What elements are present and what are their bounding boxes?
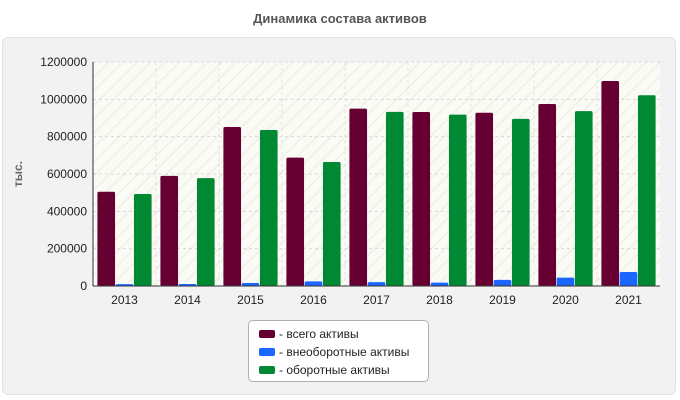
- y-tick-label: 1200000: [40, 55, 87, 69]
- bar: [178, 283, 197, 286]
- x-tick-label: 2013: [111, 293, 138, 307]
- legend-label: - оборотные активы: [279, 363, 390, 377]
- bar: [448, 114, 467, 286]
- bar: [637, 95, 656, 286]
- chart-title: Динамика состава активов: [253, 11, 427, 26]
- y-tick-label: 200000: [47, 242, 87, 256]
- legend: - всего активы - внеоборотные активы - о…: [248, 320, 429, 382]
- x-tick-label: 2017: [363, 293, 390, 307]
- x-tick-label: 2016: [300, 293, 327, 307]
- bar: [286, 157, 305, 286]
- legend-item-current-assets: - оборотные активы: [249, 361, 428, 379]
- bar: [538, 104, 557, 286]
- bar: [367, 282, 386, 286]
- bar: [322, 162, 341, 286]
- bar: [412, 112, 431, 286]
- y-tick-label: 800000: [47, 130, 87, 144]
- legend-swatch: [259, 348, 275, 356]
- bar: [511, 118, 530, 286]
- legend-label: - всего активы: [279, 327, 359, 341]
- y-axis-label: тыс.: [11, 161, 25, 187]
- bar: [385, 111, 404, 286]
- y-tick-label: 1000000: [40, 92, 87, 106]
- bar: [241, 283, 260, 286]
- bar: [196, 178, 215, 286]
- bar: [475, 112, 494, 286]
- tick-labels: 0 200000 400000 600000 800000 1000000 1200000 2…: [40, 55, 642, 307]
- bar: [493, 279, 512, 286]
- x-tick-label: 2019: [489, 293, 516, 307]
- bar: [556, 277, 575, 286]
- legend-item-noncurrent-assets: - внеоборотные активы: [249, 343, 428, 361]
- x-tick-label: 2018: [426, 293, 453, 307]
- bar: [574, 111, 593, 287]
- x-tick-label: 2015: [237, 293, 264, 307]
- bars: [97, 81, 656, 287]
- bar: [160, 175, 179, 286]
- x-tick-label: 2020: [552, 293, 579, 307]
- bar: [601, 81, 620, 286]
- y-tick-label: 0: [80, 279, 87, 293]
- bar: [304, 281, 323, 286]
- bar: [430, 282, 449, 286]
- bar: [349, 108, 368, 287]
- legend-item-total-assets: - всего активы: [249, 325, 428, 343]
- bar: [223, 126, 242, 287]
- y-tick-label: 400000: [47, 204, 87, 218]
- legend-swatch: [259, 330, 275, 338]
- bar: [133, 193, 152, 286]
- legend-swatch: [259, 366, 275, 374]
- bar: [97, 191, 116, 286]
- bar: [619, 272, 638, 286]
- gridlines: [93, 61, 660, 286]
- x-tick-label: 2021: [615, 293, 642, 307]
- axes: [92, 62, 660, 287]
- x-tick-label: 2014: [174, 293, 201, 307]
- legend-label: - внеоборотные активы: [279, 345, 410, 359]
- bar: [259, 129, 278, 286]
- y-tick-label: 600000: [47, 167, 87, 181]
